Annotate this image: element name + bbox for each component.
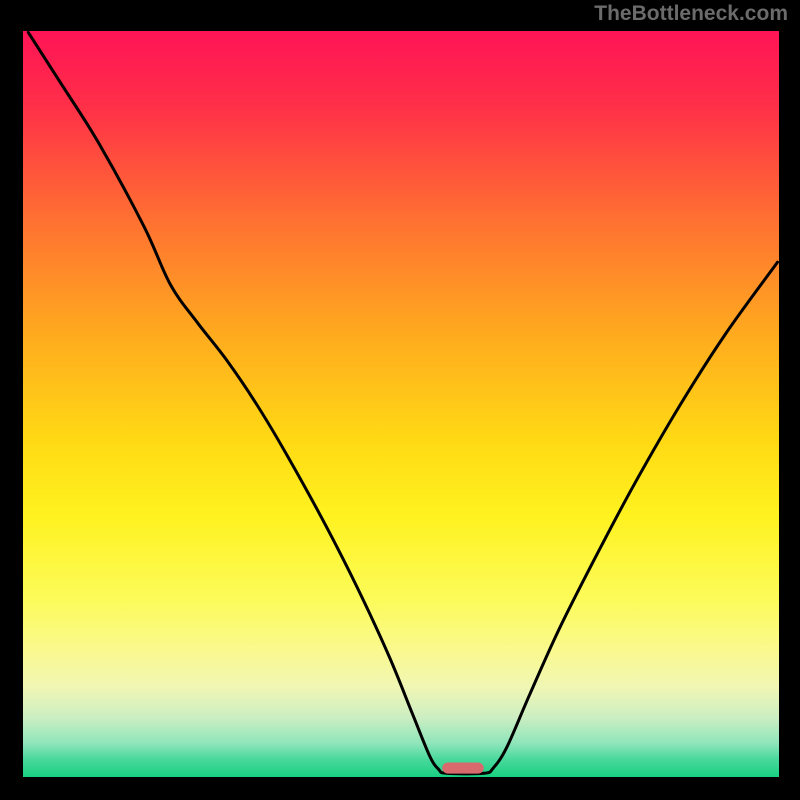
- gradient-background: [23, 31, 779, 777]
- minimum-marker: [442, 762, 484, 773]
- chart-container: TheBottleneck.com: [0, 0, 800, 800]
- bottleneck-chart-svg: [0, 0, 800, 800]
